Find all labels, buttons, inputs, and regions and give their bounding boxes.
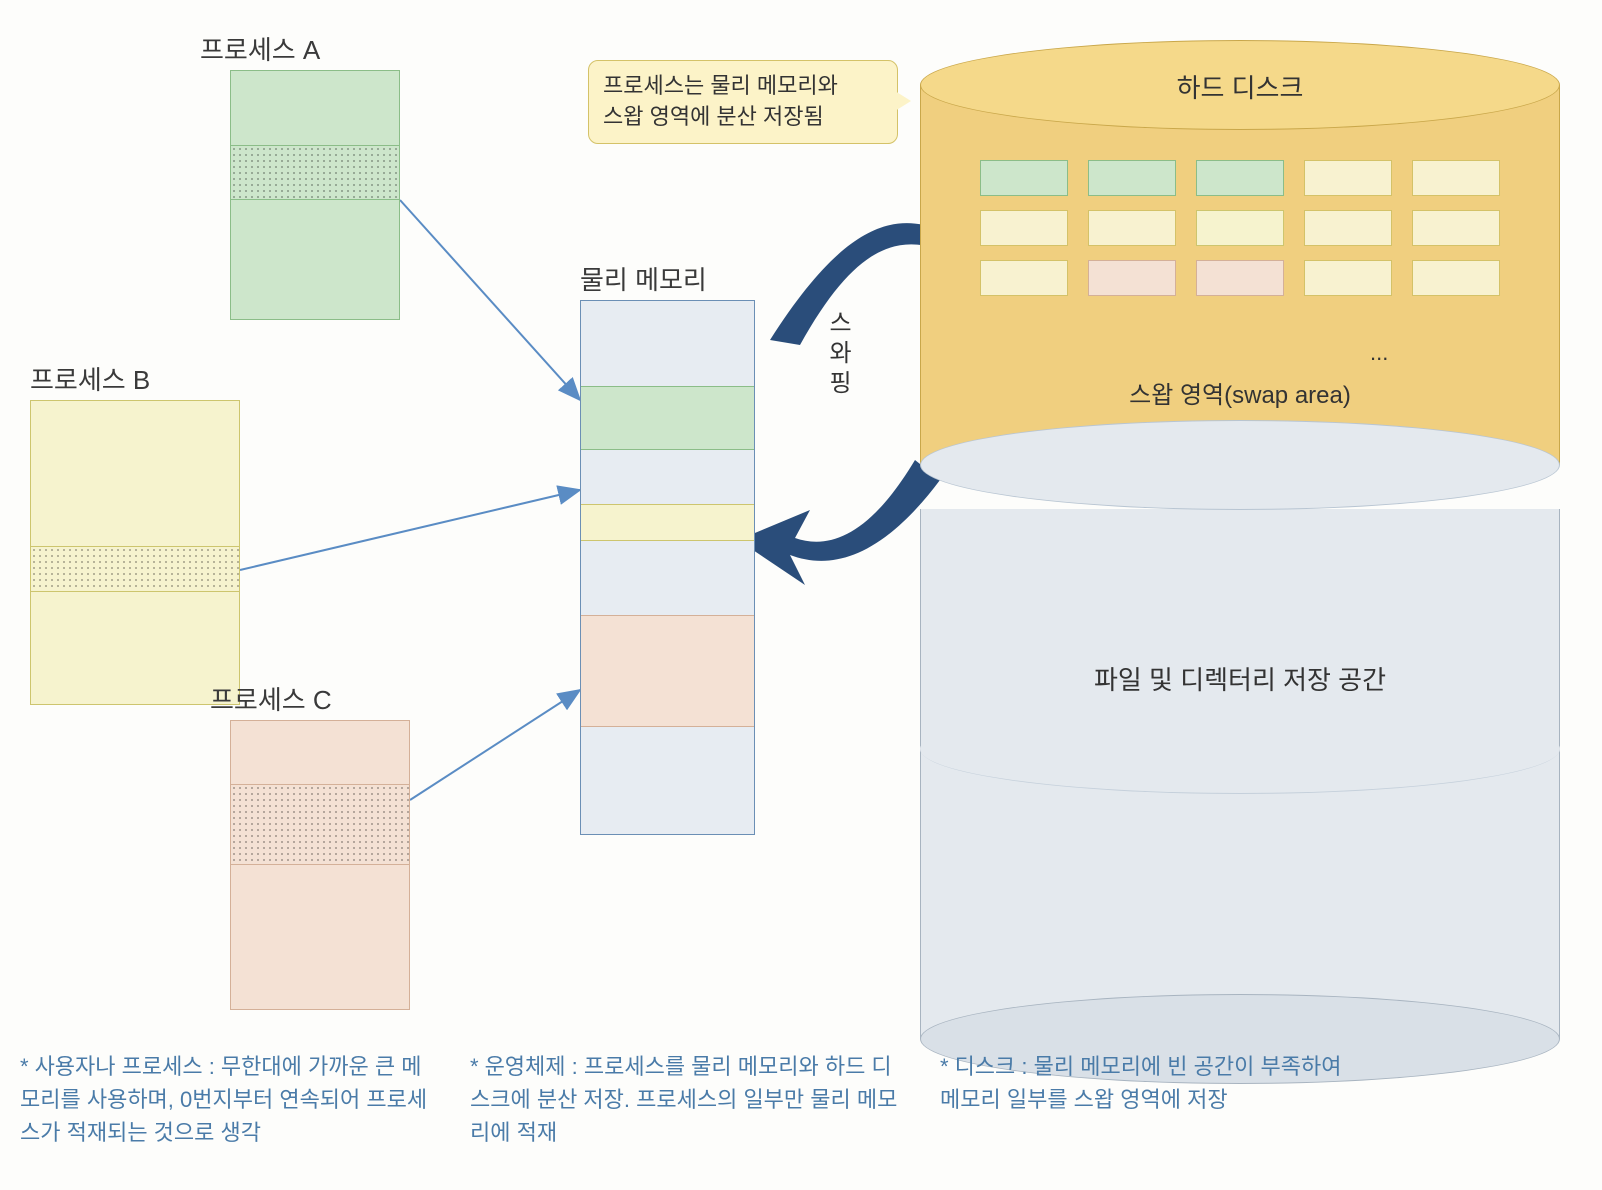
process-c-box (230, 720, 410, 1010)
process-to-memory-arrow (400, 200, 580, 400)
swapping-label: 스와핑 (820, 310, 855, 400)
process-b-label: 프로세스 B (30, 360, 150, 397)
process-a-label: 프로세스 A (200, 30, 320, 67)
swap-area-label: 스왑 영역(swap area) (920, 375, 1560, 410)
swap-ellipsis: ... (1370, 340, 1388, 366)
swap-cell (980, 260, 1068, 296)
footnote-disk: *디스크 : 물리 메모리에 빈 공간이 부족하여 메모리 일부를 스왑 영역에… (940, 1050, 1360, 1116)
footnote-os: *운영체제 : 프로세스를 물리 메모리와 하드 디스크에 분산 저장. 프로세… (470, 1050, 900, 1149)
phys-mem-segment (581, 301, 754, 386)
hard-disk: 하드 디스크 ... 스왑 영역(swap area) 파일 및 디렉터리 저장… (920, 40, 1560, 1030)
process-b-seg-dotted (31, 546, 239, 591)
swap-cell (1304, 210, 1392, 246)
swap-cell (1196, 160, 1284, 196)
swap-cell (1196, 210, 1284, 246)
swap-cell (1412, 260, 1500, 296)
process-b-box (30, 400, 240, 705)
process-a-box (230, 70, 400, 320)
process-to-memory-arrow (240, 490, 580, 570)
swap-cell (1088, 210, 1176, 246)
process-c-seg-dotted (231, 784, 409, 865)
process-b-seg-bottom (31, 592, 239, 704)
swap-cell (1304, 260, 1392, 296)
process-b-seg-top (31, 401, 239, 546)
phys-mem-segment (581, 727, 754, 834)
swap-grid (980, 160, 1500, 296)
disk-mid-ellipse-top (920, 420, 1560, 510)
process-c-seg-bottom (231, 865, 409, 1009)
callout-bubble: 프로세스는 물리 메모리와 스왑 영역에 분산 저장됨 (588, 60, 898, 144)
swap-cell (1196, 260, 1284, 296)
process-to-memory-arrow (410, 690, 580, 800)
phys-mem-segment (581, 615, 754, 727)
process-c-label: 프로세스 C (210, 680, 332, 717)
footnote-user-process-text: 사용자나 프로세스 : 무한대에 가까운 큰 메모리를 사용하며, 0번지부터 … (20, 1054, 427, 1145)
physical-memory-label: 물리 메모리 (580, 260, 707, 297)
phys-mem-segment (581, 504, 754, 541)
footnote-os-text: 운영체제 : 프로세스를 물리 메모리와 하드 디스크에 분산 저장. 프로세스… (470, 1054, 897, 1145)
swap-cell (1412, 160, 1500, 196)
swap-cell (1412, 210, 1500, 246)
phys-mem-segment (581, 450, 754, 503)
process-c-seg-top (231, 721, 409, 784)
hard-disk-title: 하드 디스크 (920, 68, 1560, 105)
callout-text: 프로세스는 물리 메모리와 스왑 영역에 분산 저장됨 (603, 73, 838, 129)
phys-mem-segment (581, 541, 754, 616)
swap-cell (980, 210, 1068, 246)
swap-cell (1088, 160, 1176, 196)
swap-cell (1088, 260, 1176, 296)
footnote-user-process: *사용자나 프로세스 : 무한대에 가까운 큰 메모리를 사용하며, 0번지부터… (20, 1050, 440, 1149)
footnote-disk-text: 디스크 : 물리 메모리에 빈 공간이 부족하여 메모리 일부를 스왑 영역에 … (940, 1054, 1341, 1112)
physical-memory-box (580, 300, 755, 835)
swap-cell (980, 160, 1068, 196)
swap-cell (1304, 160, 1392, 196)
process-a-seg-dotted (231, 145, 399, 200)
phys-mem-segment (581, 386, 754, 450)
process-a-seg-top (231, 71, 399, 145)
disk-mid-ellipse-bottom (920, 704, 1560, 794)
file-storage-label: 파일 및 디렉터리 저장 공간 (920, 660, 1560, 697)
process-a-seg-bottom (231, 200, 399, 319)
